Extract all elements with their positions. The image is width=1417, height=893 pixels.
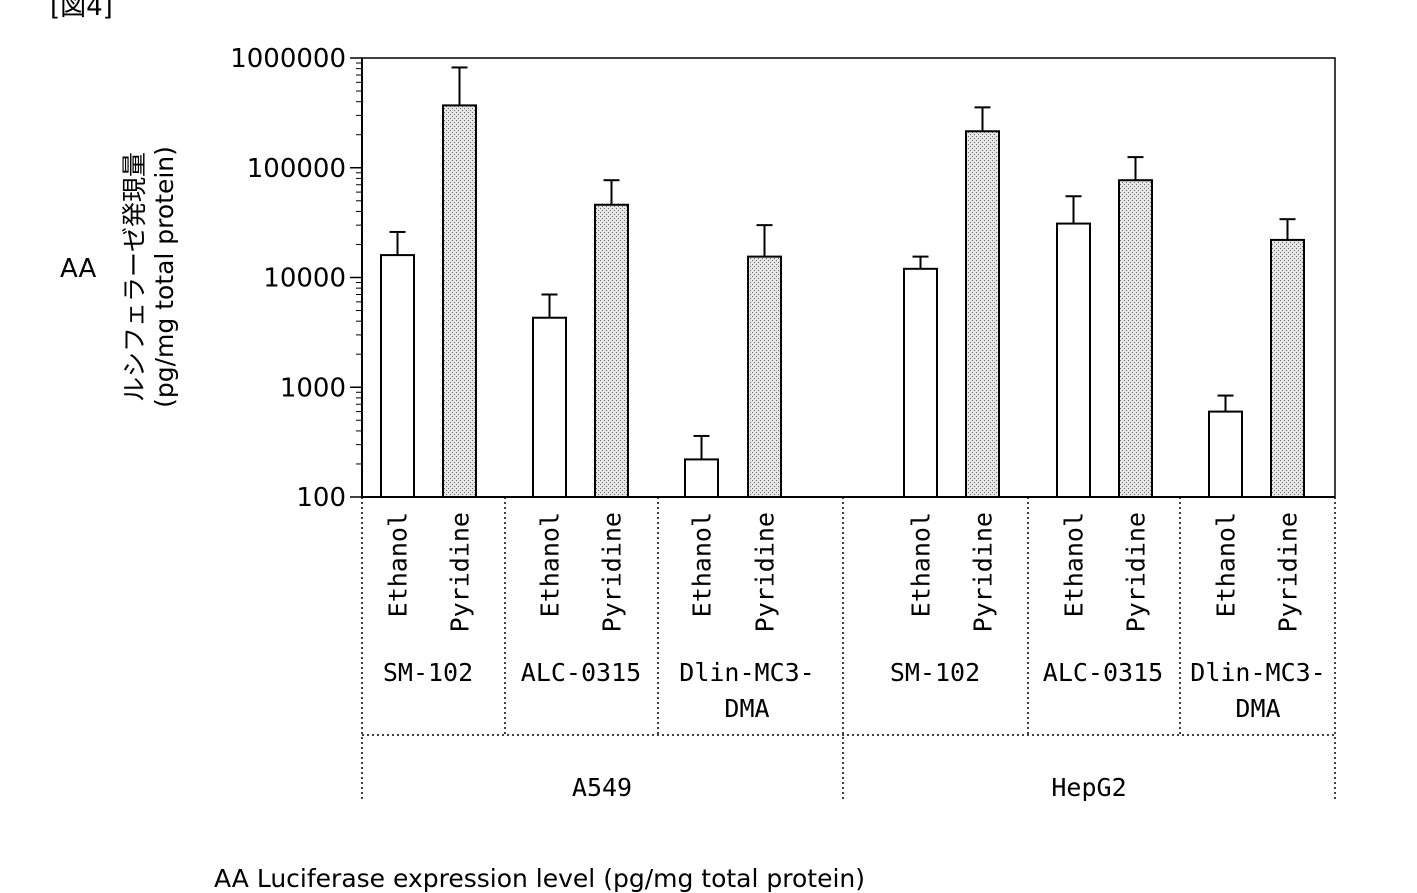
formulation-label: ALC-0315 — [1043, 658, 1163, 687]
formulation-label: Dlin-MC3- — [679, 658, 814, 687]
y-tick-label: 1000 — [280, 373, 346, 403]
bar-chart: 100 1000 10000 100000 1000000 Ethanol Ethanol E… — [0, 0, 1417, 888]
cell-line-label: HepG2 — [1051, 773, 1126, 802]
solvent-label: Pyridine — [446, 512, 475, 632]
bar-ethanol — [1209, 412, 1242, 497]
formulation-label: DMA — [724, 694, 769, 723]
solvent-label: Pyridine — [969, 512, 998, 632]
bar-pyridine — [1271, 240, 1304, 497]
y-tick-label: 1000000 — [230, 44, 346, 74]
bar-ethanol — [904, 269, 937, 497]
bar-ethanol — [1057, 224, 1090, 497]
solvent-label: Ethanol — [907, 512, 936, 617]
bar-pyridine — [443, 105, 476, 497]
solvent-label: Pyridine — [1274, 512, 1303, 632]
solvent-label: Pyridine — [751, 512, 780, 632]
solvent-label: Ethanol — [1060, 512, 1089, 617]
y-tick-label: 10000 — [263, 264, 346, 294]
y-tick-label: 100 — [296, 483, 346, 513]
solvent-label: Pyridine — [598, 512, 627, 632]
formulation-label: Dlin-MC3- — [1190, 658, 1325, 687]
bar-ethanol — [381, 255, 414, 497]
formulation-label: DMA — [1235, 694, 1280, 723]
formulation-label: SM-102 — [890, 658, 980, 687]
formulation-label: SM-102 — [383, 658, 473, 687]
solvent-label: Pyridine — [1122, 512, 1151, 632]
solvent-label: Ethanol — [384, 512, 413, 617]
plot-frame — [362, 58, 1335, 497]
y-tick-label: 100000 — [247, 154, 346, 184]
solvent-label: Ethanol — [688, 512, 717, 617]
bar-ethanol — [685, 459, 718, 497]
bar-ethanol — [533, 318, 566, 497]
solvent-label: Ethanol — [1212, 512, 1241, 617]
solvent-label: Ethanol — [536, 512, 565, 617]
bar-pyridine — [966, 131, 999, 497]
bar-pyridine — [1119, 180, 1152, 497]
cell-line-label: A549 — [572, 773, 632, 802]
bar-pyridine — [595, 205, 628, 497]
bar-pyridine — [748, 257, 781, 497]
formulation-label: ALC-0315 — [521, 658, 641, 687]
